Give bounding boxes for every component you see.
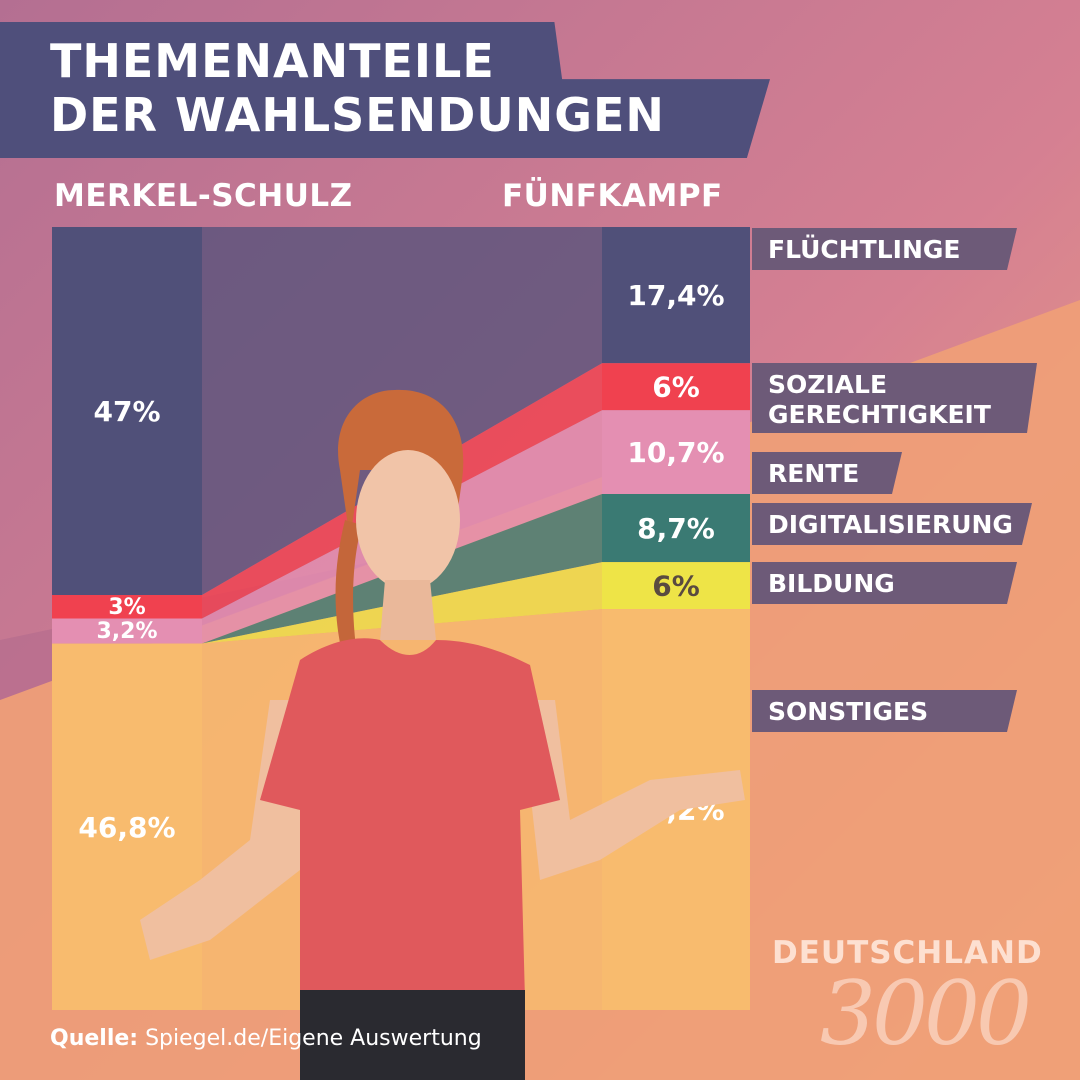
value-label-merkel-schulz-sonstiges: 46,8% (78, 811, 175, 844)
person-shirt (260, 638, 560, 1000)
legend-label-soziale-gerechtigkeit: SOZIALE GERECHTIGKEIT (768, 370, 991, 429)
legend-label-digitalisierung: DIGITALISIERUNG (768, 510, 1013, 539)
value-label-fuenfkampf-rente: 10,7% (627, 436, 724, 469)
value-label-fuenfkampf-bildung: 6% (652, 570, 700, 603)
legend-label-sonstiges: SONSTIGES (768, 697, 928, 726)
value-label-merkel-schulz-soziale-gerechtigkeit: 3% (108, 595, 145, 620)
source-label: Quelle: (50, 1026, 139, 1051)
value-label-fuenfkampf-soziale-gerechtigkeit: 6% (652, 371, 700, 404)
column-header-merkel-schulz: MERKEL-SCHULZ (54, 178, 353, 214)
brand-logo-number: 3000 (820, 962, 1032, 1065)
bar-segment-merkel-schulz-rente (52, 618, 202, 644)
person-arm-right (520, 700, 745, 880)
legend-label-bildung: BILDUNG (768, 569, 895, 598)
source-note: Quelle: Spiegel.de/Eigene Auswertung (50, 1026, 482, 1051)
stacked-bars: 47%3%3,2%46,8%17,4%6%10,7%8,7%6%51,2% (52, 227, 750, 1010)
legend-tag-soziale-gerechtigkeit (752, 363, 1037, 433)
value-label-merkel-schulz-rente: 3,2% (96, 619, 157, 644)
person-face (356, 450, 460, 590)
legend-label-flüchtlinge: FLÜCHTLINGE (768, 234, 961, 264)
person-braid (335, 520, 362, 665)
page-title: THEMENANTEILE DER WAHLSENDUNGEN (50, 34, 665, 142)
bar-segment-fuenfkampf-soziale-gerechtigkeit (602, 363, 750, 411)
legend-tag-sonstiges (752, 690, 1017, 732)
brand-logo-text: DEUTSCHLAND (772, 935, 1043, 971)
legend: FLÜCHTLINGE SOZIALE GERECHTIGKEIT RENTE DIGI… (752, 228, 1037, 732)
legend-tag-rente (752, 452, 902, 494)
bar-segment-fuenfkampf-rente (602, 410, 750, 495)
person-photo (140, 389, 745, 1080)
bar-segment-merkel-schulz-flüchtlinge (52, 227, 202, 596)
value-label-fuenfkampf-digitalisierung: 8,7% (637, 512, 715, 545)
person-arm-left (140, 700, 300, 960)
bar-segment-merkel-schulz-soziale-gerechtigkeit (52, 595, 202, 619)
person-trousers (300, 990, 525, 1080)
legend-tag-flüchtlinge (752, 228, 1017, 270)
bar-segment-fuenfkampf-flüchtlinge (602, 227, 750, 364)
bar-segment-fuenfkampf-digitalisierung (602, 494, 750, 563)
legend-label-rente: RENTE (768, 459, 859, 488)
bar-segment-fuenfkampf-bildung (602, 562, 750, 610)
value-label-fuenfkampf-flüchtlinge: 17,4% (627, 279, 724, 312)
column-header-fuenfkampf: FÜNFKAMPF (502, 178, 723, 214)
title-line-2: DER WAHLSENDUNGEN (50, 88, 665, 142)
person-neck (380, 580, 436, 640)
legend-tag-digitalisierung (752, 503, 1032, 545)
title-line-1: THEMENANTEILE (50, 34, 495, 88)
value-label-merkel-schulz-flüchtlinge: 47% (93, 395, 160, 428)
legend-tag-bildung (752, 562, 1017, 604)
source-text: Spiegel.de/Eigene Auswertung (145, 1026, 482, 1051)
